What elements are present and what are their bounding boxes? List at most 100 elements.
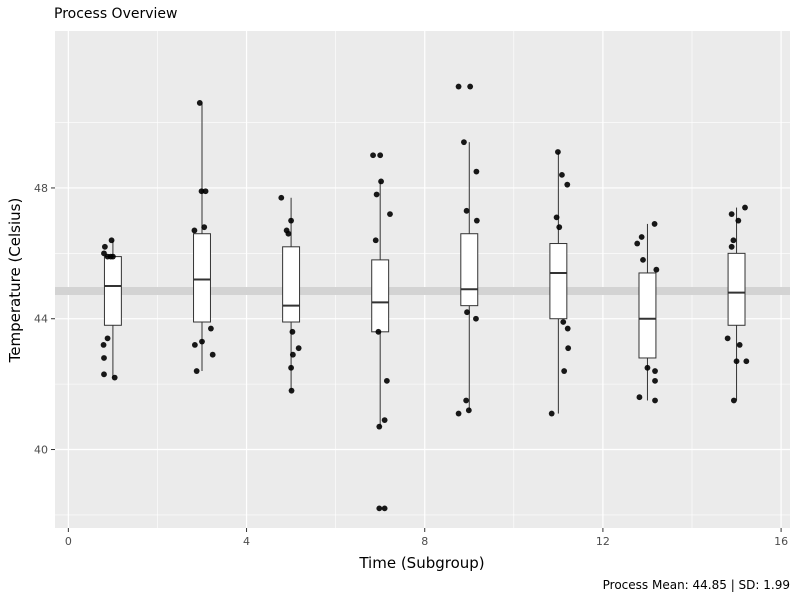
data-point xyxy=(196,100,203,106)
data-point xyxy=(104,335,111,342)
data-point xyxy=(288,387,295,394)
data-point xyxy=(638,234,645,240)
y-tick-label: 48 xyxy=(34,182,48,195)
data-point xyxy=(198,188,205,195)
data-point xyxy=(372,237,379,244)
data-point xyxy=(387,211,393,218)
grid-lines xyxy=(55,31,790,528)
box-iqr xyxy=(371,259,390,333)
x-tick-label: 12 xyxy=(596,535,610,548)
box-iqr xyxy=(549,243,568,320)
data-point xyxy=(288,364,294,371)
data-point xyxy=(634,240,641,247)
data-point xyxy=(561,368,568,374)
data-point xyxy=(555,149,561,155)
data-point xyxy=(733,358,740,365)
box-subgroup xyxy=(371,181,390,427)
data-point xyxy=(564,325,571,332)
box-iqr xyxy=(460,233,479,307)
x-tick-label: 0 xyxy=(65,535,72,548)
data-point xyxy=(553,214,560,221)
data-point xyxy=(464,309,470,316)
data-point xyxy=(548,410,555,417)
data-point xyxy=(193,368,200,374)
data-point xyxy=(730,397,737,404)
data-point xyxy=(455,83,462,90)
box-iqr xyxy=(638,272,657,359)
data-point xyxy=(101,243,108,250)
data-point xyxy=(463,207,470,214)
data-point xyxy=(377,152,384,159)
data-point xyxy=(473,217,480,224)
data-point xyxy=(289,328,296,335)
y-axis-title: Temperature (Celsius) xyxy=(6,198,24,364)
data-point xyxy=(455,410,462,417)
data-point xyxy=(565,345,572,352)
data-point xyxy=(110,253,116,260)
data-point xyxy=(376,423,383,430)
data-point xyxy=(728,243,735,250)
data-point xyxy=(728,211,735,218)
box-layer xyxy=(103,102,746,427)
data-point xyxy=(383,377,390,384)
box-iqr xyxy=(727,252,746,326)
data-point xyxy=(473,315,479,322)
data-point xyxy=(378,178,384,185)
box-iqr xyxy=(193,233,211,323)
data-point xyxy=(636,394,643,401)
x-tick-label: 4 xyxy=(243,535,250,548)
data-point xyxy=(560,319,567,325)
data-point xyxy=(724,335,731,342)
box-iqr xyxy=(282,246,301,323)
box-iqr xyxy=(103,256,122,326)
data-point xyxy=(381,505,388,512)
data-point xyxy=(473,168,480,175)
data-point xyxy=(735,217,742,224)
data-point xyxy=(564,181,571,188)
data-point xyxy=(556,224,563,231)
data-point xyxy=(463,397,470,404)
data-point xyxy=(209,351,216,358)
data-point xyxy=(191,341,198,348)
data-point xyxy=(108,237,115,244)
data-point xyxy=(736,341,743,348)
data-point xyxy=(644,364,651,371)
data-point xyxy=(278,194,285,201)
data-point xyxy=(373,191,380,198)
x-axis-title: Time (Subgroup) xyxy=(358,554,484,572)
x-tick-label: 8 xyxy=(421,535,428,548)
point-layer xyxy=(100,83,750,512)
process-stats-caption: Process Mean: 44.85 | SD: 1.99 xyxy=(602,578,790,592)
data-point xyxy=(652,368,658,374)
box-subgroup xyxy=(638,223,657,401)
data-point xyxy=(743,358,750,365)
data-point xyxy=(289,351,296,358)
data-point xyxy=(461,139,467,146)
plot-panel xyxy=(55,31,790,528)
data-point xyxy=(651,221,658,227)
data-point xyxy=(202,188,209,195)
data-point xyxy=(730,237,737,244)
data-point xyxy=(376,505,383,512)
data-point xyxy=(640,256,646,263)
data-point xyxy=(467,83,474,90)
x-tick-label: 16 xyxy=(774,535,788,548)
data-point xyxy=(742,204,748,211)
data-point xyxy=(370,152,376,159)
data-point xyxy=(653,266,660,273)
data-point xyxy=(191,227,198,234)
chart-title: Process Overview xyxy=(54,6,178,22)
box-subgroup xyxy=(193,102,211,372)
data-point xyxy=(559,171,565,178)
data-point xyxy=(199,338,205,345)
data-point xyxy=(111,374,118,381)
y-tick-label: 44 xyxy=(34,313,48,326)
data-point xyxy=(652,377,658,384)
data-point xyxy=(295,345,302,352)
box-subgroup xyxy=(727,207,746,401)
y-tick-label: 40 xyxy=(34,444,48,457)
data-point xyxy=(465,407,472,414)
data-point xyxy=(375,328,382,335)
